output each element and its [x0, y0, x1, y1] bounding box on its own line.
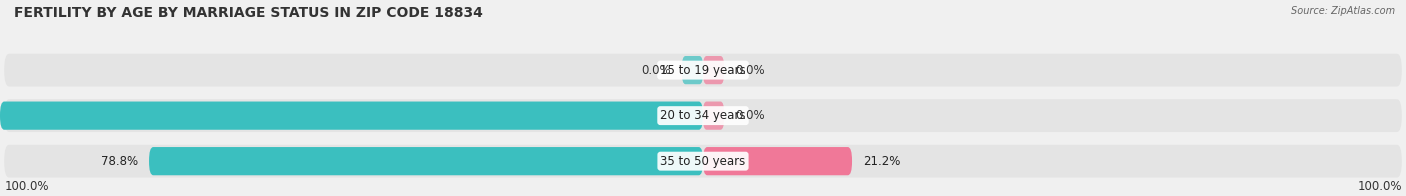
FancyBboxPatch shape: [703, 102, 724, 130]
Text: 21.2%: 21.2%: [863, 155, 901, 168]
Text: 0.0%: 0.0%: [735, 64, 765, 77]
FancyBboxPatch shape: [4, 145, 1402, 178]
Text: 0.0%: 0.0%: [641, 64, 671, 77]
Text: FERTILITY BY AGE BY MARRIAGE STATUS IN ZIP CODE 18834: FERTILITY BY AGE BY MARRIAGE STATUS IN Z…: [14, 6, 482, 20]
FancyBboxPatch shape: [703, 147, 852, 175]
FancyBboxPatch shape: [4, 54, 1402, 86]
FancyBboxPatch shape: [0, 102, 703, 130]
Text: Source: ZipAtlas.com: Source: ZipAtlas.com: [1291, 6, 1395, 16]
Text: 100.0%: 100.0%: [4, 180, 49, 193]
FancyBboxPatch shape: [703, 56, 724, 84]
Text: 100.0%: 100.0%: [1357, 180, 1402, 193]
Text: 0.0%: 0.0%: [735, 109, 765, 122]
Text: 15 to 19 years: 15 to 19 years: [661, 64, 745, 77]
FancyBboxPatch shape: [682, 56, 703, 84]
FancyBboxPatch shape: [149, 147, 703, 175]
Text: 35 to 50 years: 35 to 50 years: [661, 155, 745, 168]
Text: 20 to 34 years: 20 to 34 years: [661, 109, 745, 122]
Text: 78.8%: 78.8%: [101, 155, 138, 168]
FancyBboxPatch shape: [4, 99, 1402, 132]
